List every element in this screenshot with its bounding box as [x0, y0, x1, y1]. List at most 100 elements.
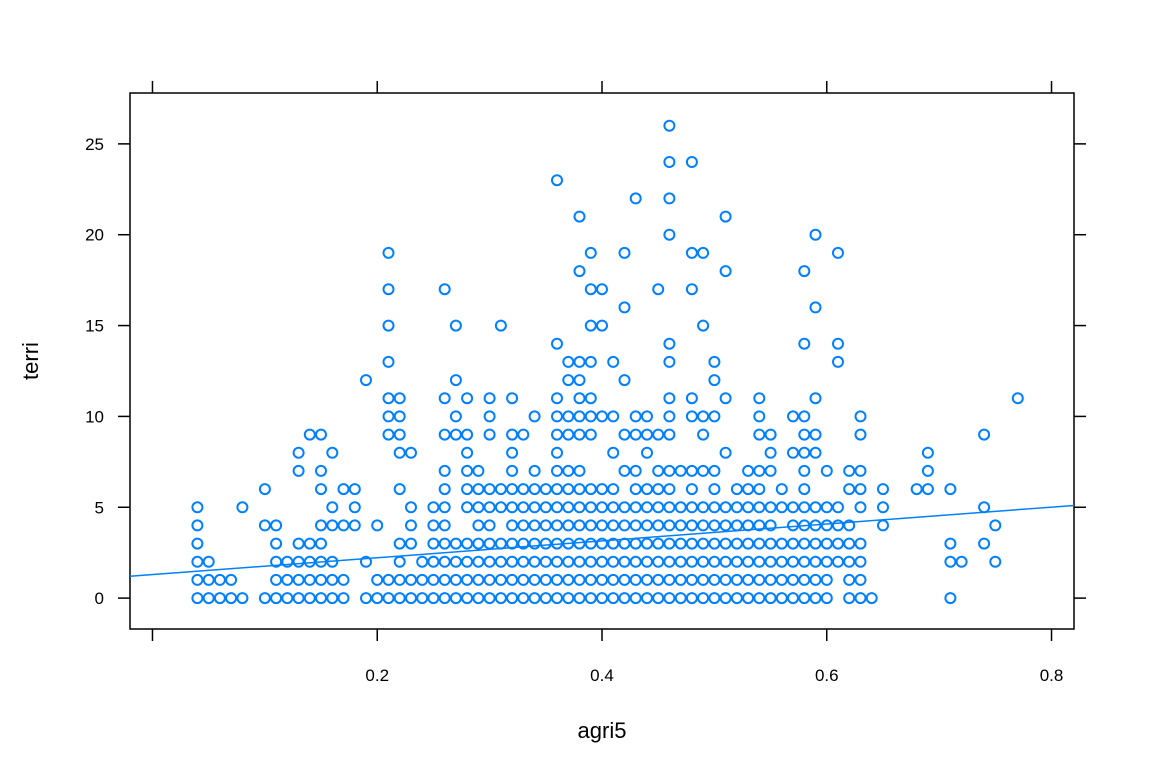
data-point	[596, 592, 608, 605]
data-point	[337, 519, 350, 532]
data-point	[832, 246, 844, 259]
data-point	[1011, 392, 1024, 405]
data-point	[652, 519, 665, 532]
data-point	[641, 483, 653, 496]
data-point	[270, 573, 283, 586]
data-point	[663, 592, 676, 605]
data-point	[697, 501, 710, 514]
data-point	[584, 537, 597, 550]
data-point	[405, 501, 417, 514]
data-point	[607, 483, 620, 496]
data-point	[562, 501, 575, 514]
data-point	[461, 592, 474, 605]
data-point	[461, 464, 474, 477]
data-point	[191, 555, 204, 568]
data-point	[427, 573, 440, 586]
data-point	[719, 501, 732, 514]
data-point	[730, 555, 743, 568]
data-point	[517, 573, 530, 586]
data-point	[562, 355, 575, 368]
data-point	[607, 555, 620, 568]
data-point	[629, 501, 642, 514]
data-point	[405, 446, 417, 459]
data-point	[787, 446, 799, 459]
y-tick-label: 10	[85, 407, 104, 426]
data-point	[360, 555, 372, 568]
data-point	[573, 592, 586, 605]
data-point	[730, 519, 743, 532]
data-point	[562, 555, 575, 568]
data-point	[618, 592, 631, 605]
data-point	[596, 410, 608, 423]
data-point	[213, 592, 226, 605]
data-point	[697, 519, 710, 532]
data-point	[764, 537, 777, 550]
data-point	[202, 555, 215, 568]
data-point	[697, 573, 710, 586]
data-point	[348, 483, 361, 496]
y-axis: 0 5 10 15 20 25	[85, 135, 1086, 608]
data-point	[685, 156, 698, 168]
data-point	[685, 592, 698, 605]
data-point	[809, 573, 822, 586]
data-point	[573, 573, 586, 586]
data-point	[921, 446, 934, 459]
data-point	[506, 501, 519, 514]
data-point	[742, 537, 755, 550]
data-point	[449, 592, 462, 605]
data-point	[798, 537, 811, 550]
data-point	[719, 519, 732, 532]
data-point	[685, 246, 698, 259]
data-point	[843, 555, 856, 568]
data-point	[573, 374, 586, 387]
data-point	[315, 592, 327, 605]
data-point	[753, 592, 766, 605]
data-point	[517, 592, 530, 605]
data-point	[573, 537, 586, 550]
data-point	[528, 464, 541, 477]
data-point	[506, 392, 519, 405]
x-tick-label: 0.6	[815, 666, 839, 685]
data-point	[326, 592, 339, 605]
data-point	[494, 501, 507, 514]
data-point	[629, 537, 642, 550]
data-point	[798, 483, 811, 496]
data-point	[641, 573, 653, 586]
data-point	[618, 246, 631, 259]
data-point	[753, 555, 766, 568]
data-point	[528, 501, 541, 514]
data-point	[719, 210, 732, 223]
y-tick-label: 25	[85, 135, 104, 154]
data-point	[663, 428, 676, 441]
data-point	[629, 519, 642, 532]
data-point	[607, 573, 620, 586]
data-point	[517, 519, 530, 532]
data-point	[292, 573, 305, 586]
data-point	[708, 483, 721, 496]
data-point	[742, 501, 755, 514]
data-point	[393, 537, 406, 550]
data-point	[629, 483, 642, 496]
data-point	[685, 519, 698, 532]
data-point	[292, 592, 305, 605]
data-point	[674, 592, 687, 605]
data-point	[753, 573, 766, 586]
data-point	[697, 319, 710, 332]
data-point	[551, 174, 563, 187]
data-point	[348, 519, 361, 532]
data-point	[663, 573, 676, 586]
data-point	[764, 446, 777, 459]
data-point	[652, 283, 665, 296]
data-point	[393, 483, 406, 496]
data-point	[742, 464, 755, 477]
data-point	[719, 555, 732, 568]
data-point	[910, 483, 923, 496]
data-point	[652, 555, 665, 568]
data-point	[663, 337, 676, 350]
data-point	[382, 246, 395, 259]
data-point	[843, 537, 856, 550]
data-point	[607, 519, 620, 532]
data-point	[427, 592, 440, 605]
data-point	[753, 537, 766, 550]
data-point	[674, 501, 687, 514]
